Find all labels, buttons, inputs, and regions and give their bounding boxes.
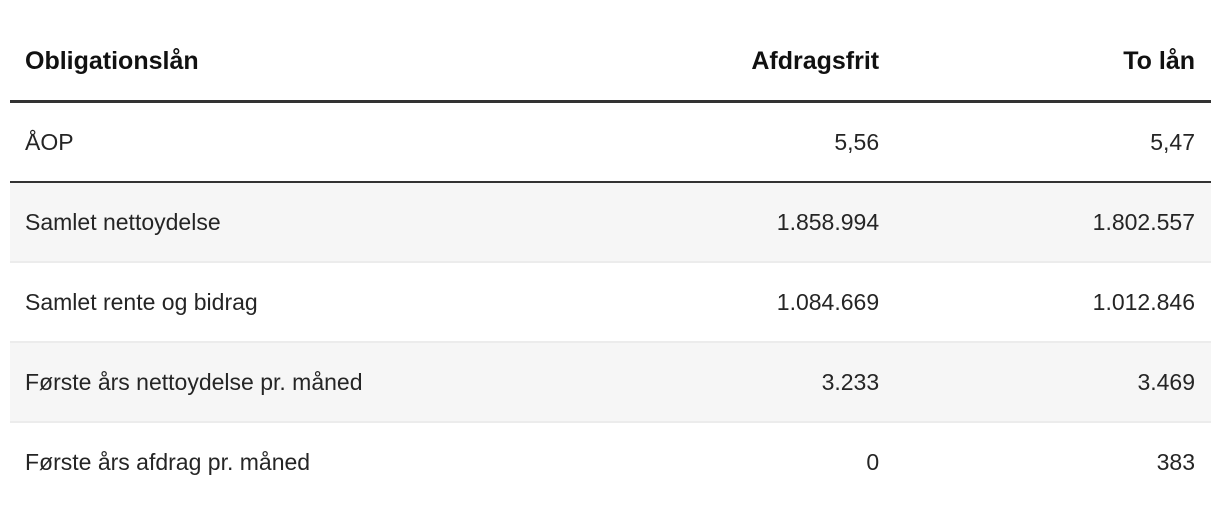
- cell-value-afdragsfrit: 5,56: [562, 101, 896, 183]
- cell-value-to-laan: 383: [1156, 449, 1195, 475]
- column-header-to-laan: To lån: [895, 0, 1211, 103]
- table-row-foerste-aars-afdrag: Første års afdrag pr. måned 0 383: [10, 422, 1211, 501]
- row-label: Første års afdrag pr. måned: [25, 449, 311, 475]
- table-row-foerste-aars-nettoydelse: Første års nettoydelse pr. måned 3.233 3…: [10, 342, 1211, 423]
- column-header-afdragsfrit: Afdragsfrit: [562, 0, 896, 103]
- row-label: Samlet nettoydelse: [10, 182, 563, 263]
- loan-comparison-section: Obligationslån Afdragsfrit To lån ÅOP 5,…: [10, 0, 1211, 501]
- cell-value-afdragsfrit: 1.858.994: [562, 182, 896, 263]
- cell-value-to-laan: 1.802.557: [895, 182, 1211, 263]
- cell-value-afdragsfrit: 0: [866, 449, 880, 475]
- loan-comparison-table: Obligationslån Afdragsfrit To lån ÅOP 5,…: [10, 0, 1211, 501]
- table-row-aop: ÅOP 5,56 5,47: [10, 101, 1211, 183]
- row-label: Første års nettoydelse pr. måned: [10, 342, 563, 423]
- cell-value-to-laan: 1.012.846: [895, 262, 1211, 343]
- row-label: Samlet rente og bidrag: [10, 262, 563, 343]
- table-row-samlet-nettoydelse: Samlet nettoydelse 1.858.994 1.802.557: [10, 182, 1211, 263]
- column-header-loan-type: Obligationslån: [10, 0, 563, 103]
- cell-value-to-laan: 5,47: [895, 101, 1211, 183]
- table-row-samlet-rente-og-bidrag: Samlet rente og bidrag 1.084.669 1.012.8…: [10, 262, 1211, 343]
- cell-value-to-laan: 3.469: [895, 342, 1211, 423]
- cell-value-afdragsfrit: 1.084.669: [562, 262, 896, 343]
- row-label: ÅOP: [10, 101, 563, 183]
- table-header-row: Obligationslån Afdragsfrit To lån: [10, 0, 1211, 103]
- cell-value-afdragsfrit: 3.233: [562, 342, 896, 423]
